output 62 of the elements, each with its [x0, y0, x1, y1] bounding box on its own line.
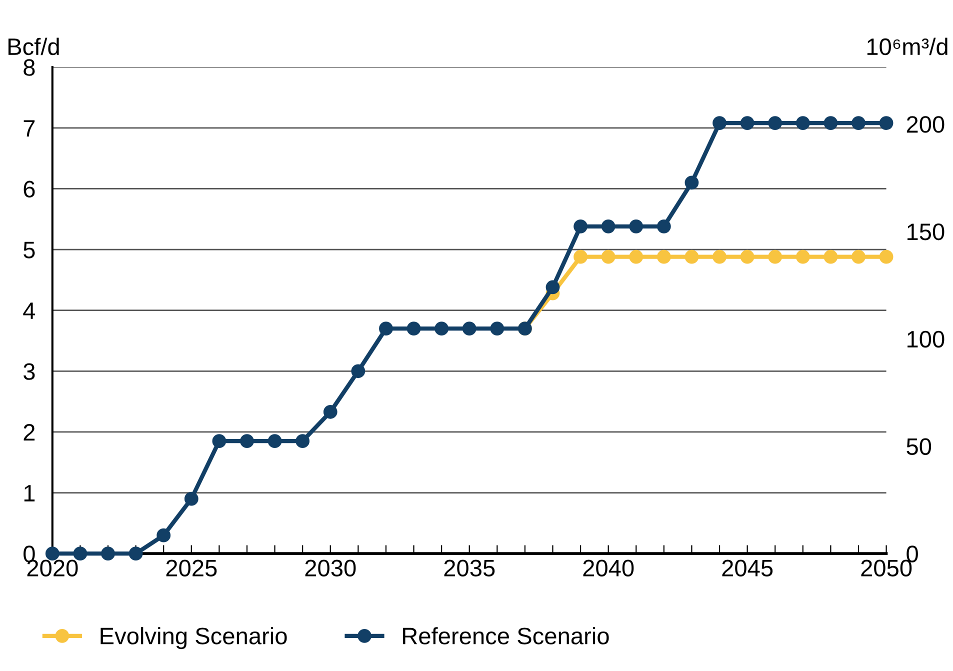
point — [684, 176, 699, 190]
point — [268, 434, 282, 448]
point — [879, 250, 894, 264]
y-tick-label: 7 — [24, 120, 35, 136]
point — [351, 364, 366, 378]
point — [490, 322, 504, 336]
y2-tick-label: 100 — [908, 330, 944, 348]
point — [574, 250, 588, 264]
point — [740, 250, 754, 264]
point — [656, 219, 671, 234]
point — [379, 322, 393, 336]
point — [406, 322, 421, 336]
y-tick-label: 5 — [24, 242, 35, 258]
point — [73, 546, 88, 561]
point — [629, 219, 644, 234]
x-tick-label: 2030 — [305, 560, 356, 576]
point — [184, 492, 198, 506]
point — [296, 434, 310, 448]
point — [796, 116, 810, 130]
y2-tick-label: 200 — [906, 116, 944, 133]
point — [852, 116, 866, 130]
point — [462, 322, 476, 336]
point — [629, 250, 644, 264]
point — [574, 219, 588, 234]
y-tick-label: 8 — [24, 59, 35, 76]
y-tick-label: 3 — [24, 363, 35, 380]
point — [434, 322, 448, 336]
x-tick-label: 2025 — [166, 560, 217, 576]
y2-tick-label: 150 — [908, 223, 944, 240]
point — [768, 116, 782, 130]
point — [156, 528, 171, 542]
point — [712, 116, 726, 130]
point — [546, 280, 560, 294]
point — [824, 116, 838, 130]
point — [796, 250, 810, 264]
y2-axis-title: 10⁶m³/d — [867, 38, 948, 56]
point — [852, 250, 866, 264]
y-axis-title: Bcf/d — [8, 38, 59, 56]
point — [601, 219, 616, 234]
point — [323, 404, 338, 419]
point — [128, 546, 143, 561]
y-tick-label: 4 — [23, 302, 36, 319]
y-tick-label: 6 — [24, 180, 35, 198]
legend-label: Evolving Scenario — [100, 627, 287, 650]
point — [240, 434, 254, 448]
x-tick-label: 2045 — [722, 560, 773, 576]
point — [768, 250, 782, 264]
y-tick-label: 2 — [24, 424, 35, 441]
point — [879, 116, 894, 130]
y-tick-label: 1 — [24, 485, 35, 502]
y2-tick-label: 50 — [906, 438, 932, 455]
x-tick-label: 2035 — [444, 560, 495, 576]
x-tick-label: 2040 — [583, 560, 634, 576]
point — [684, 250, 699, 264]
point — [212, 434, 226, 448]
point — [824, 250, 838, 264]
legend-label: Reference Scenario — [403, 627, 609, 644]
point — [101, 546, 115, 561]
point — [656, 250, 671, 264]
point — [712, 250, 726, 264]
point — [601, 250, 616, 264]
point — [740, 116, 754, 130]
